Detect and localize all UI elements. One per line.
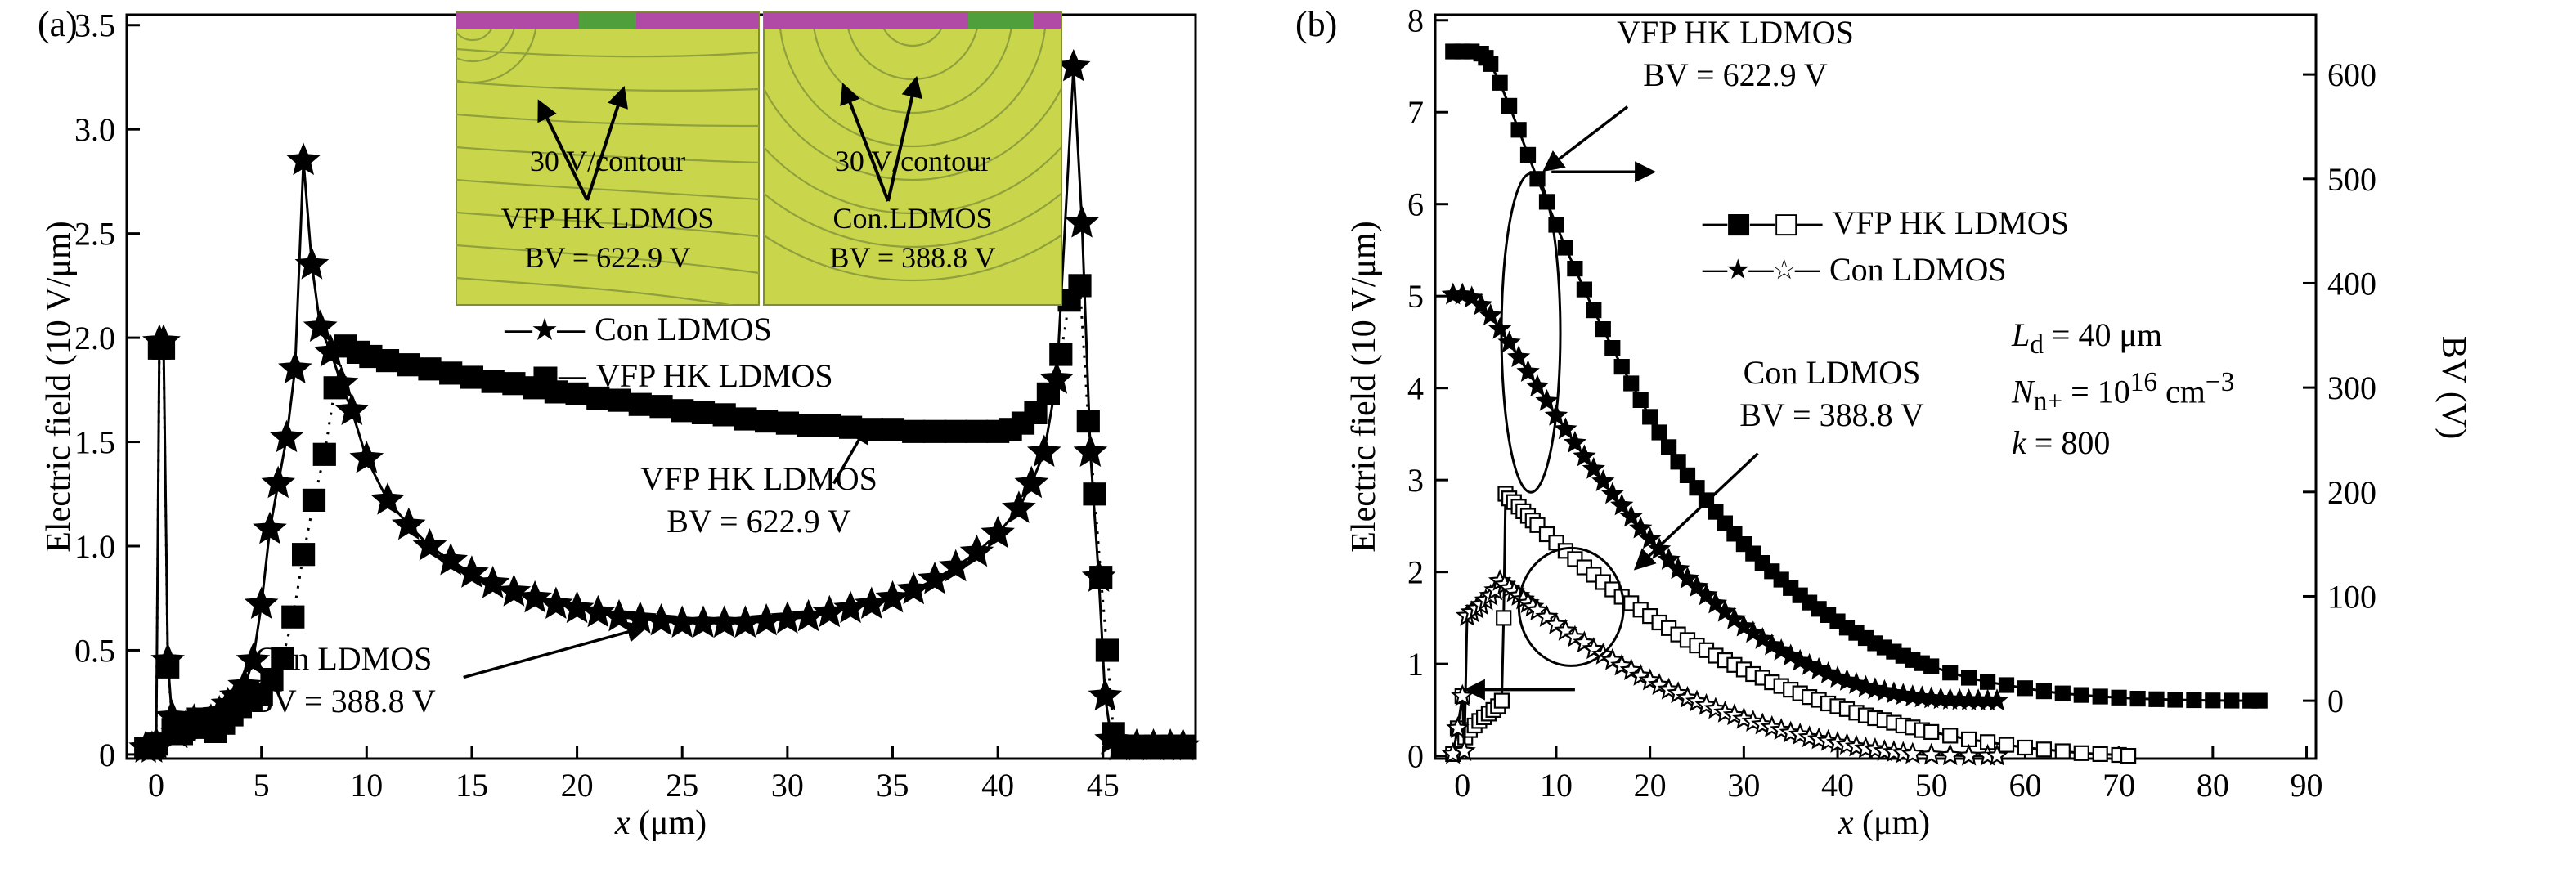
- svg-text:10: 10: [350, 767, 383, 804]
- b-annotation-con: Con LDMOS BV = 388.8 V: [1739, 352, 1924, 437]
- legend-marker-glyphs: —■—: [503, 357, 588, 394]
- annotation-line: VFP HK LDMOS: [640, 460, 877, 497]
- a-annotation-con: Con LDMOS BV = 388.8 V: [251, 638, 436, 723]
- svg-text:5: 5: [1407, 278, 1424, 315]
- svg-text:40: 40: [1821, 767, 1854, 804]
- legend-marker-glyphs: —■—□—: [1701, 206, 1824, 240]
- svg-text:25: 25: [666, 767, 698, 804]
- svg-text:400: 400: [2327, 265, 2376, 302]
- svg-text:30: 30: [771, 767, 804, 804]
- svg-text:300: 300: [2327, 370, 2376, 406]
- svg-text:40: 40: [981, 767, 1014, 804]
- svg-text:20: 20: [561, 767, 594, 804]
- svg-text:10: 10: [1540, 767, 1573, 804]
- svg-text:3.5: 3.5: [74, 7, 115, 44]
- annotation-line: Con LDMOS: [254, 640, 433, 677]
- svg-text:0: 0: [1454, 767, 1470, 804]
- svg-text:1: 1: [1407, 646, 1424, 683]
- annotation-line: BV = 622.9 V: [1643, 56, 1828, 93]
- b-device-parameters: Ld = 40 μm Nn+ = 1016 cm−3 k = 800: [2012, 312, 2234, 465]
- legend-label: Con LDMOS: [1829, 251, 2007, 288]
- svg-text:1.5: 1.5: [74, 424, 115, 461]
- legend-a: —★— Con LDMOS —■— VFP HK LDMOS: [503, 306, 833, 399]
- svg-text:2: 2: [1407, 554, 1424, 591]
- inset-left-contour-label: 30 V/contour: [529, 145, 686, 177]
- inset-right-bv-label: BV = 388.8 V: [829, 241, 996, 274]
- annotation-line: BV = 388.8 V: [251, 683, 436, 719]
- annotation-line: Con LDMOS: [1743, 354, 1921, 391]
- panel-a-plot: 0 5 10 15 20 25 30 35 40 45 0 0.5 1.0 1.5 2.0 2.5 3.0 3.5: [74, 7, 1200, 804]
- a-annotation-vfp: VFP HK LDMOS BV = 622.9 V: [640, 458, 877, 543]
- svg-text:0: 0: [148, 767, 164, 804]
- svg-text:200: 200: [2327, 474, 2376, 511]
- panel-b-plot: 0 10 20 30 40 50 60 70 80 90012345678010020030040…: [1407, 2, 2376, 804]
- b-y-axis-title-right: BV (V): [2435, 335, 2472, 440]
- svg-text:1.0: 1.0: [74, 528, 115, 565]
- a-y-axis-title: Electric field (10 V/μm): [40, 221, 78, 553]
- svg-text:35: 35: [877, 767, 909, 804]
- svg-text:0: 0: [99, 737, 115, 773]
- svg-text:60: 60: [2008, 767, 2041, 804]
- annotation-line: VFP HK LDMOS: [1617, 14, 1854, 51]
- svg-text:50: 50: [1915, 767, 1948, 804]
- legend-label: Con LDMOS: [595, 311, 772, 347]
- legend-marker-glyphs: —★—: [503, 311, 586, 347]
- panel-b-annotations: [1463, 105, 1759, 701]
- svg-text:80: 80: [2197, 767, 2229, 804]
- inset-left-device-label: VFP HK LDMOS: [500, 202, 715, 235]
- param-line: k = 800: [2012, 424, 2111, 462]
- legend-label: VFP HK LDMOS: [1832, 204, 2069, 241]
- svg-text:6: 6: [1407, 186, 1424, 223]
- svg-text:8: 8: [1407, 2, 1424, 39]
- svg-text:45: 45: [1087, 767, 1120, 804]
- panel-a-label: (a): [38, 4, 78, 44]
- svg-text:7: 7: [1407, 94, 1424, 131]
- svg-text:600: 600: [2327, 56, 2376, 93]
- svg-text:100: 100: [2327, 578, 2376, 615]
- svg-text:4: 4: [1407, 370, 1424, 407]
- annotation-line: BV = 622.9 V: [666, 503, 851, 540]
- panel-b-series: [1441, 43, 2268, 766]
- legend-row: —★—☆— Con LDMOS: [1701, 246, 2069, 293]
- panel-a-annotations: [463, 421, 870, 679]
- param-line: Nn+ = 1016 cm−3: [2012, 366, 2235, 417]
- inset-right-device-label: Con.LDMOS: [832, 202, 993, 235]
- legend-label: VFP HK LDMOS: [595, 357, 833, 394]
- param-line: Ld = 40 μm: [2012, 316, 2163, 360]
- panel-b-label: (b): [1295, 4, 1338, 44]
- panel-a-series: [128, 48, 1200, 763]
- inset-right-contour-label: 30 V/contour: [834, 145, 991, 177]
- inset-left-contour-plot: [456, 11, 760, 306]
- svg-text:500: 500: [2327, 161, 2376, 198]
- svg-text:70: 70: [2103, 767, 2135, 804]
- svg-text:3: 3: [1407, 462, 1424, 499]
- inset-left-bv-label: BV = 622.9 V: [524, 241, 691, 274]
- svg-text:15: 15: [456, 767, 488, 804]
- svg-text:2.0: 2.0: [74, 320, 115, 356]
- legend-marker-glyphs: —★—☆—: [1701, 253, 1821, 286]
- legend-row: —■— VFP HK LDMOS: [503, 352, 833, 399]
- svg-text:0: 0: [1407, 738, 1424, 775]
- svg-text:3.0: 3.0: [74, 111, 115, 148]
- b-y-axis-title-left: Electric field (10 V/μm): [1345, 221, 1383, 553]
- svg-text:5: 5: [254, 767, 270, 804]
- a-x-axis-title: x (μm): [614, 804, 707, 842]
- legend-row: —■—□— VFP HK LDMOS: [1701, 199, 2069, 246]
- svg-text:30: 30: [1727, 767, 1760, 804]
- svg-text:2.5: 2.5: [74, 216, 115, 253]
- annotation-line: BV = 388.8 V: [1739, 396, 1924, 433]
- svg-text:20: 20: [1634, 767, 1667, 804]
- svg-text:90: 90: [2291, 767, 2323, 804]
- svg-text:0.5: 0.5: [74, 632, 115, 669]
- b-annotation-vfp: VFP HK LDMOS BV = 622.9 V: [1617, 11, 1854, 96]
- inset-right-contour-plot: [763, 11, 1062, 306]
- svg-text:0: 0: [2327, 683, 2344, 719]
- legend-b: —■—□— VFP HK LDMOS —★—☆— Con LDMOS: [1701, 199, 2069, 293]
- b-x-axis-title: x (μm): [1838, 804, 1931, 842]
- legend-row: —★— Con LDMOS: [503, 306, 833, 352]
